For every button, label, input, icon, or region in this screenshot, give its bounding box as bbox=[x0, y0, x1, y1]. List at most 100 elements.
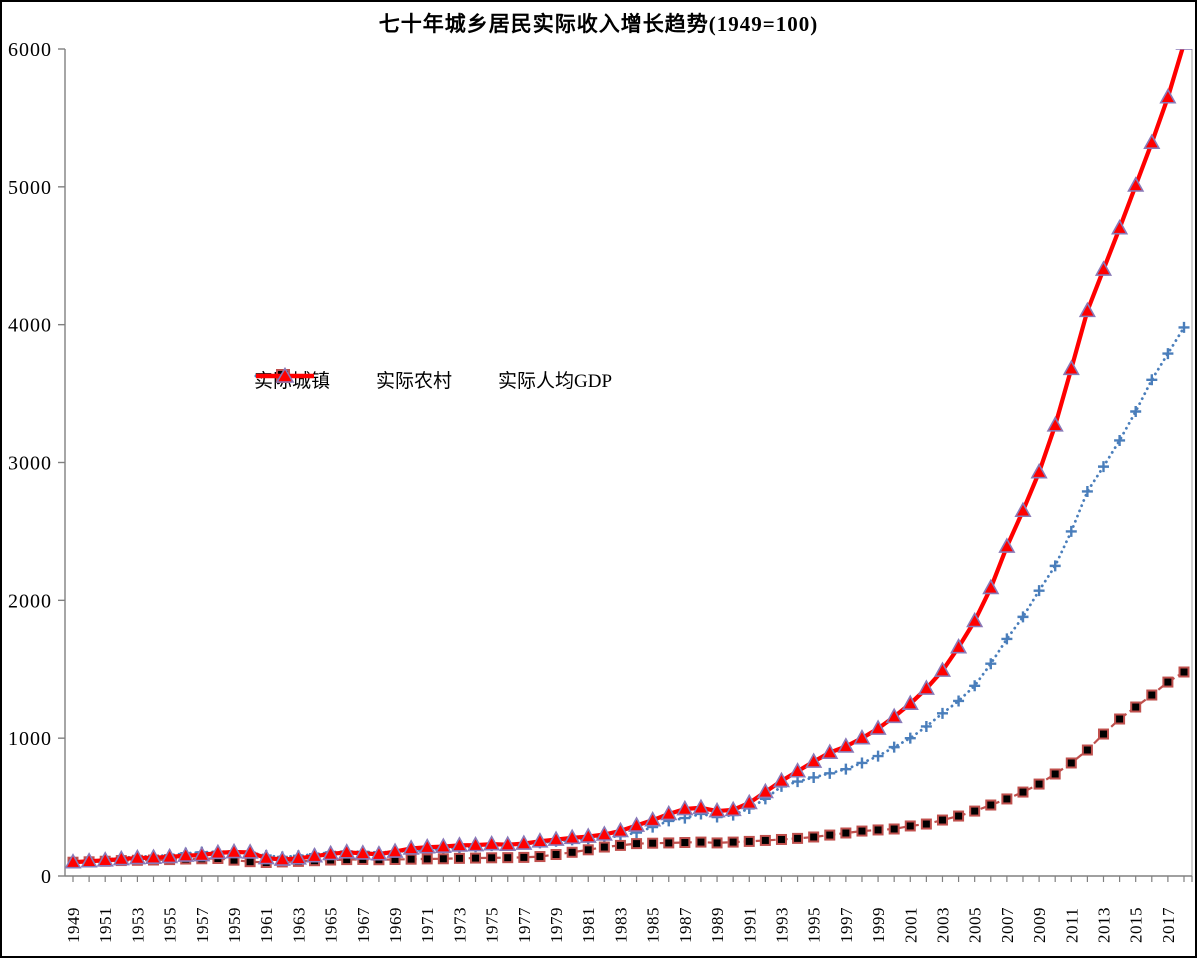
x-tick-label: 1989 bbox=[708, 907, 727, 943]
gdp-triangle-marker bbox=[65, 853, 82, 869]
x-tick-label: 1985 bbox=[644, 907, 663, 943]
legend-item-rural: 实际农村 bbox=[256, 366, 453, 393]
legend-label-rural: 实际农村 bbox=[376, 371, 453, 392]
urban-plus-marker bbox=[872, 750, 884, 762]
urban-plus-marker bbox=[1114, 434, 1126, 446]
x-tick-label: 1967 bbox=[354, 907, 373, 943]
x-tick-label: 1999 bbox=[869, 907, 888, 943]
gdp-triangle-marker bbox=[563, 828, 581, 845]
rural-square-marker bbox=[405, 853, 417, 865]
rural-square-marker bbox=[1033, 778, 1045, 790]
gdp-triangle-marker bbox=[595, 825, 613, 841]
rural-square-marker bbox=[534, 851, 546, 863]
rural-square-marker bbox=[985, 799, 997, 811]
gdp-triangle-marker bbox=[1094, 260, 1113, 276]
y-axis: 0 1000 2000 3000 4000 5000 6000 bbox=[8, 39, 65, 888]
gdp-triangle-marker bbox=[756, 782, 774, 799]
gdp-triangle-marker bbox=[982, 578, 1000, 595]
x-tick-label: 2013 bbox=[1094, 907, 1113, 943]
gdp-triangle-marker bbox=[418, 838, 436, 854]
rural-square-marker bbox=[437, 853, 449, 865]
x-tick-label: 1957 bbox=[193, 907, 212, 943]
urban-plus-marker bbox=[888, 741, 900, 753]
gdp-triangle-marker bbox=[740, 793, 758, 810]
gdp-triangle-marker bbox=[370, 845, 388, 861]
gdp-triangle-marker bbox=[933, 661, 952, 677]
urban-plus-marker bbox=[936, 707, 948, 719]
rural-square-marker bbox=[775, 833, 787, 845]
gdp-triangle-marker bbox=[466, 835, 485, 852]
rural-square-marker bbox=[888, 823, 900, 835]
gdp-triangle-marker bbox=[225, 842, 243, 859]
gdp-triangle-marker bbox=[386, 842, 404, 858]
rural-square-marker bbox=[711, 837, 723, 849]
gdp-triangle-marker bbox=[579, 827, 597, 843]
x-tick-label: 1963 bbox=[289, 907, 308, 943]
rural-square-marker bbox=[1114, 713, 1126, 725]
gdp-triangle-marker bbox=[1078, 301, 1096, 318]
y-tick-label: 0 bbox=[41, 866, 52, 888]
urban-plus-marker bbox=[969, 680, 981, 692]
urban-plus-marker bbox=[856, 757, 868, 769]
gdp-triangle-marker bbox=[1062, 359, 1080, 376]
legend-item-gdp: 实际人均GDP bbox=[256, 366, 613, 393]
rural-square-marker bbox=[1001, 793, 1013, 805]
gdp-triangle-marker bbox=[434, 837, 452, 853]
rural-square-marker bbox=[1146, 689, 1158, 701]
x-axis: 1949 1951 1953 1955 1957 1959 1961 1963 1965 1967… bbox=[64, 876, 1193, 943]
x-tick-label: 1949 bbox=[64, 907, 83, 943]
x-tick-label: 2009 bbox=[1030, 907, 1049, 943]
x-tick-label: 2007 bbox=[998, 907, 1017, 943]
gdp-triangle-marker bbox=[724, 800, 742, 817]
legend: 实际城镇 实际农村 实际人均GDP bbox=[254, 366, 612, 393]
gdp-triangle-marker bbox=[998, 537, 1016, 553]
y-tick-label: 6000 bbox=[8, 39, 52, 61]
x-tick-label: 1995 bbox=[805, 907, 824, 943]
gdp-triangle-marker bbox=[837, 737, 855, 753]
urban-plus-marker bbox=[824, 767, 836, 779]
x-tick-label: 1979 bbox=[547, 907, 566, 943]
gdp-triangle-marker bbox=[692, 798, 710, 815]
rural-square-marker bbox=[1178, 666, 1190, 678]
rural-square-marker bbox=[727, 836, 739, 848]
x-tick-label: 2015 bbox=[1127, 907, 1146, 943]
rural-square-marker bbox=[598, 841, 610, 853]
gdp-triangle-marker bbox=[193, 845, 211, 862]
x-tick-label: 1971 bbox=[418, 907, 437, 943]
rural-square-marker bbox=[792, 832, 804, 844]
legend-label-gdp: 实际人均GDP bbox=[498, 371, 613, 392]
rural-square-marker bbox=[695, 836, 707, 848]
urban-plus-marker bbox=[1146, 374, 1158, 386]
rural-square-marker bbox=[840, 827, 852, 839]
x-tick-label: 1951 bbox=[96, 907, 115, 943]
gdp-triangle-marker bbox=[338, 843, 356, 859]
rural-square-marker bbox=[872, 824, 884, 836]
x-tick-label: 1965 bbox=[322, 907, 341, 943]
urban-plus-marker bbox=[953, 695, 965, 707]
y-tick-label: 4000 bbox=[8, 315, 52, 337]
gdp-triangle-marker bbox=[515, 834, 533, 850]
series-gdp bbox=[65, 49, 1192, 869]
x-tick-label: 1973 bbox=[450, 907, 469, 943]
x-tick-label: 2003 bbox=[933, 907, 952, 943]
y-tick-label: 2000 bbox=[8, 590, 52, 612]
gdp-triangle-marker bbox=[1111, 219, 1129, 235]
gdp-triangle-marker bbox=[177, 846, 195, 862]
gdp-triangle-marker bbox=[483, 835, 501, 851]
urban-plus-marker bbox=[1130, 406, 1142, 418]
gdp-triangle-marker bbox=[901, 694, 919, 711]
rural-square-marker bbox=[453, 852, 465, 864]
urban-plus-marker bbox=[1033, 585, 1045, 597]
gdp-triangle-marker bbox=[289, 849, 307, 865]
x-tick-label: 1959 bbox=[225, 907, 244, 943]
urban-plus-marker bbox=[1162, 348, 1174, 360]
gdp-triangle-marker bbox=[402, 839, 420, 855]
rural-square-marker bbox=[1130, 701, 1142, 713]
urban-plus-marker bbox=[1001, 633, 1013, 645]
gdp-triangle-marker bbox=[805, 752, 823, 768]
gdp-triangle-marker bbox=[1127, 176, 1145, 192]
gdp-triangle-marker bbox=[322, 844, 340, 861]
gdp-triangle-marker bbox=[273, 850, 291, 866]
gdp-triangle-marker bbox=[917, 679, 935, 695]
gdp-triangle-marker bbox=[821, 743, 839, 759]
